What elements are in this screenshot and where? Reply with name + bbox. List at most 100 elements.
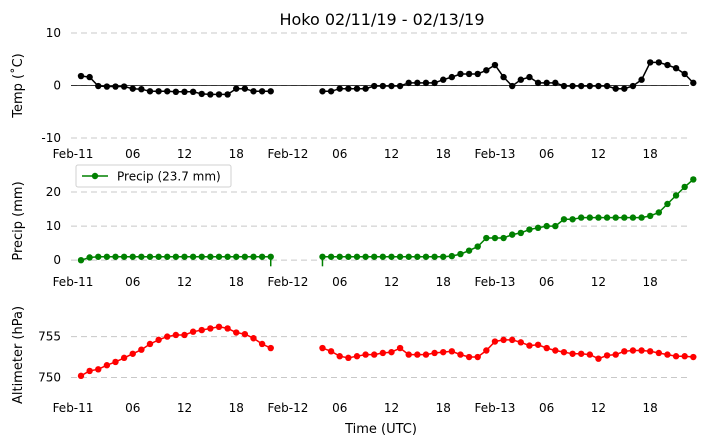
legend-marker <box>91 172 99 180</box>
data-point <box>534 341 542 348</box>
data-point <box>491 338 499 345</box>
data-point <box>431 253 438 260</box>
data-point <box>534 79 542 87</box>
data-point <box>422 253 430 260</box>
series-line <box>322 178 694 258</box>
x-tick-label: Feb-12 <box>268 275 309 289</box>
y-tick-label: -10 <box>41 131 61 145</box>
data-point <box>95 253 102 260</box>
data-point <box>319 253 326 260</box>
data-point <box>388 348 395 356</box>
y-tick-label: 755 <box>38 330 61 344</box>
data-point <box>189 88 197 96</box>
data-point <box>465 70 473 78</box>
data-point <box>509 82 516 90</box>
x-tick-label: Feb-11 <box>53 147 94 161</box>
data-point <box>517 339 525 346</box>
x-tick-label: 12 <box>591 275 606 289</box>
data-point <box>371 351 378 358</box>
data-point <box>612 351 619 358</box>
data-point <box>258 88 266 95</box>
data-point <box>474 243 481 250</box>
data-point <box>457 70 464 78</box>
x-tick-label: 18 <box>229 275 244 289</box>
data-point <box>172 253 180 260</box>
data-point <box>396 344 404 352</box>
data-point <box>396 82 404 90</box>
data-point <box>440 348 447 356</box>
x-tick-label: 06 <box>125 275 140 289</box>
x-tick-label: 18 <box>436 147 451 161</box>
data-point <box>629 82 637 90</box>
chart-panels: -10 0 10 Temp (˚C) Feb-11 06 12 18 Feb-12 06 12 18 F… <box>10 26 697 415</box>
data-point <box>345 354 352 362</box>
data-point <box>258 253 266 260</box>
x-tick-label: 06 <box>539 147 554 161</box>
data-point <box>672 353 680 360</box>
data-point <box>233 253 240 260</box>
data-point <box>181 331 188 339</box>
data-point <box>431 79 438 87</box>
data-point <box>621 85 628 92</box>
panel-altimeter: 750 755 Altimeter (hPa) Feb-11 06 12 18 Feb-12 0… <box>11 306 697 415</box>
x-tick-label: 12 <box>591 147 606 161</box>
x-tick-label: 12 <box>384 147 399 161</box>
data-point <box>95 82 102 90</box>
data-point <box>629 347 637 354</box>
x-tick-label: 06 <box>539 275 554 289</box>
data-point <box>224 325 231 332</box>
panel-precip: 0 10 20 Precip (mm) Feb-11 06 12 18 Feb-12 06 12 18… <box>11 164 697 289</box>
chart-title: Hoko 02/11/19 - 02/13/19 <box>279 10 484 29</box>
data-point <box>388 253 395 260</box>
x-tick-label: Feb-13 <box>475 401 516 415</box>
data-point <box>362 85 369 92</box>
x-tick-label: 06 <box>332 401 347 415</box>
data-point <box>103 253 111 260</box>
data-point <box>526 342 533 349</box>
data-point <box>517 76 525 83</box>
data-point <box>681 183 688 191</box>
panel-temp: -10 0 10 Temp (˚C) Feb-11 06 12 18 Feb-12 06 12 18 F… <box>10 26 697 161</box>
data-point <box>146 253 154 260</box>
data-point <box>465 247 473 254</box>
data-point <box>146 88 154 95</box>
data-point <box>198 326 205 334</box>
data-point <box>534 224 542 232</box>
data-point <box>120 354 128 362</box>
data-point <box>552 347 559 354</box>
data-point <box>164 253 171 260</box>
data-point <box>595 355 602 362</box>
x-tick-label: 18 <box>229 401 244 415</box>
y-tick-label: 0 <box>53 79 61 93</box>
data-point <box>448 252 456 260</box>
data-point <box>603 82 611 90</box>
x-tick-label: Feb-11 <box>53 401 94 415</box>
data-point <box>345 253 352 260</box>
x-tick-label: 12 <box>177 275 192 289</box>
data-point <box>646 212 654 220</box>
data-point <box>250 335 257 342</box>
data-point <box>224 253 231 260</box>
legend-label: Precip (23.7 mm) <box>117 170 221 184</box>
data-point <box>638 347 645 354</box>
data-point <box>181 88 188 96</box>
data-point <box>655 349 663 357</box>
x-tick-label: 12 <box>591 401 606 415</box>
data-point <box>207 91 214 98</box>
data-point <box>560 348 568 356</box>
data-point <box>189 253 197 260</box>
data-point <box>483 234 490 242</box>
data-point <box>103 83 111 90</box>
data-point <box>664 200 671 208</box>
data-point <box>362 253 369 260</box>
data-point <box>77 256 85 264</box>
data-point <box>560 82 568 90</box>
data-point <box>465 353 473 361</box>
x-tick-label: 12 <box>177 401 192 415</box>
data-point <box>103 362 111 369</box>
data-point <box>500 336 507 344</box>
data-point <box>319 88 326 95</box>
data-point <box>655 209 663 216</box>
data-point <box>457 250 464 258</box>
data-point <box>431 349 438 357</box>
